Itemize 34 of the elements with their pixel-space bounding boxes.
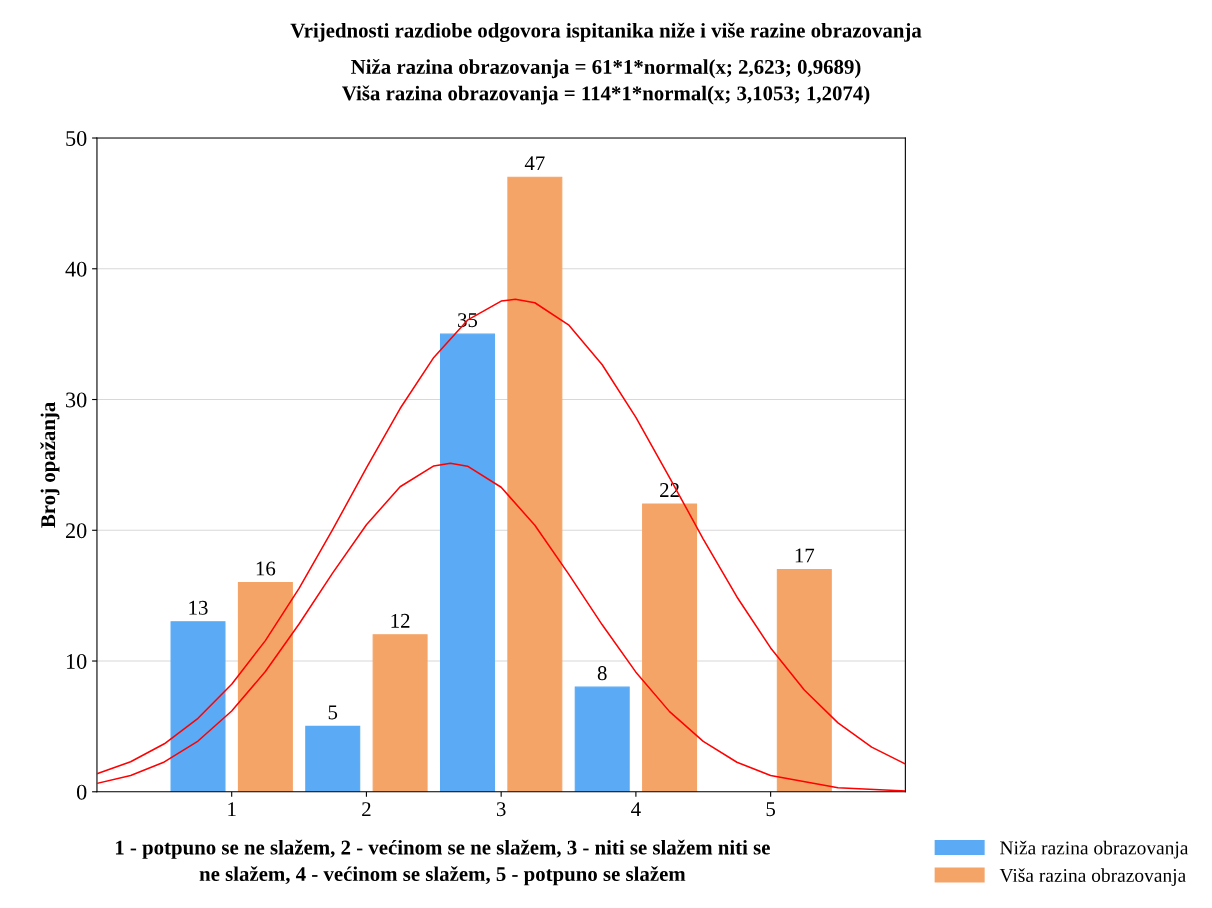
data-label: 8: [597, 666, 607, 681]
x-tick-label: 1: [228, 802, 236, 816]
y-tick-label: 50: [66, 130, 87, 146]
bar: [776, 568, 832, 792]
data-label: 13: [189, 600, 208, 615]
y-tick-label: 30: [66, 392, 87, 408]
data-label: 16: [256, 561, 276, 576]
legend-label: Niža razina obrazovanja: [1000, 840, 1189, 859]
y-tick-label: 0: [76, 784, 87, 800]
y-tick-label: 20: [65, 523, 87, 539]
data-label: 17: [795, 548, 815, 563]
data-label: 5: [328, 705, 338, 720]
x-tick-label: 4: [631, 802, 641, 816]
x-axis-title: 1 - potpuno se ne slažem, 2 - većinom se ne slažem, 3 - niti se slažem niti se ne slažem, 4 - većinom se slažem, 5 - potpuno se slažem: [115, 839, 770, 886]
bar: [305, 725, 361, 792]
data-label: 12: [391, 613, 410, 628]
bar: [439, 333, 495, 792]
bar: [170, 621, 226, 792]
y-axis-title: Broj opažanja: [40, 402, 60, 528]
y-tick-label: 40: [65, 261, 87, 277]
x-tick-label: 5: [766, 802, 776, 817]
bar: [642, 503, 698, 792]
chart-subtitle: Niža razina obrazovanja = 61*1*normal(x; 2,623; 0,9689) Viša razina obrazovanja = 114*1*normal(x; 3,1053; 1,2074): [342, 59, 870, 105]
bar: [574, 686, 630, 792]
chart-title: Vrijednosti razdiobe odgovora ispitanika niže i više razine obrazovanja: [290, 22, 922, 42]
bar: [507, 176, 563, 792]
y-tick-label: 10: [66, 653, 87, 669]
x-tick-label: 3: [496, 802, 506, 817]
bar: [372, 634, 428, 792]
bar: [237, 582, 293, 792]
legend-label: Viša razina obrazovanja: [999, 868, 1186, 886]
x-tick-label: 2: [362, 802, 371, 816]
data-label: 47: [524, 156, 545, 171]
line-series: [96, 298, 906, 775]
